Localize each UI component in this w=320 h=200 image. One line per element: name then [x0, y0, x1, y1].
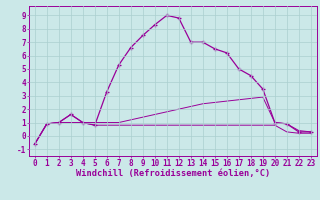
X-axis label: Windchill (Refroidissement éolien,°C): Windchill (Refroidissement éolien,°C): [76, 169, 270, 178]
